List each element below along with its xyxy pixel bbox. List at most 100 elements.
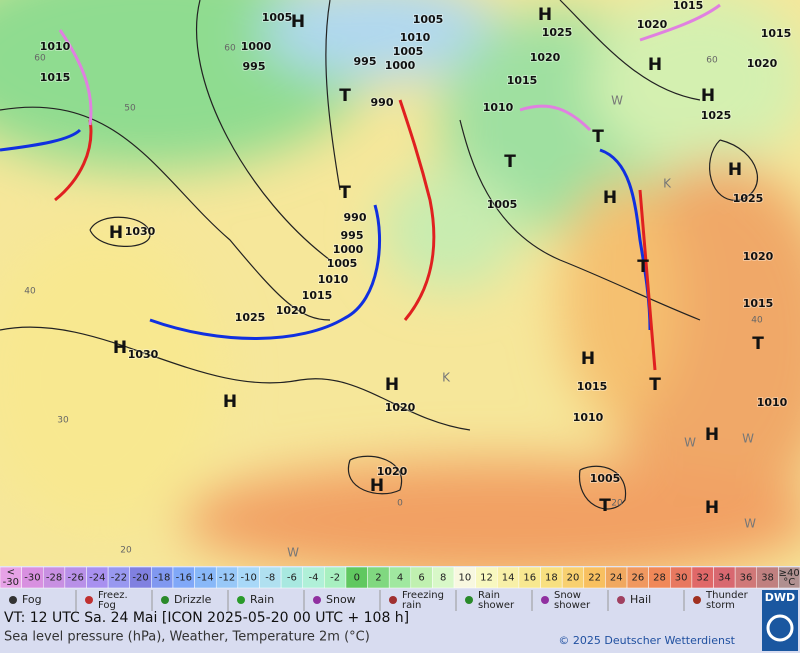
legend-icon bbox=[313, 596, 321, 604]
pressure-center: H bbox=[648, 55, 662, 75]
legend-label: Snow bbox=[326, 593, 356, 606]
scale-label: -8 bbox=[265, 573, 275, 584]
pressure-center: H bbox=[538, 5, 552, 25]
airmass-label: W bbox=[287, 546, 299, 560]
pressure-center: H bbox=[109, 223, 123, 243]
scale-label: -28 bbox=[46, 573, 62, 584]
scale-label: 4 bbox=[397, 573, 403, 584]
legend-icon bbox=[85, 596, 93, 604]
valid-time: VT: 12 UTC Sa. 24 Mai [ICON 2025-05-20 0… bbox=[4, 610, 409, 626]
isotherm-label: 60 bbox=[34, 54, 46, 64]
scale-label: -4 bbox=[309, 573, 319, 584]
scale-label: -16 bbox=[176, 573, 192, 584]
logo-icon bbox=[766, 614, 794, 642]
scale-label: 24 bbox=[610, 573, 623, 584]
pressure-label: 1000 bbox=[385, 59, 416, 72]
description: Sea level pressure (hPa), Weather, Tempe… bbox=[4, 630, 370, 645]
pressure-center: H bbox=[113, 338, 127, 358]
scale-label: -6 bbox=[287, 573, 297, 584]
pressure-label: 1025 bbox=[542, 26, 573, 39]
scale-label: 34 bbox=[718, 573, 731, 584]
legend-label: shower bbox=[554, 600, 591, 611]
scale-label: 2 bbox=[375, 573, 381, 584]
scale-label: 36 bbox=[740, 573, 753, 584]
pressure-center: T bbox=[649, 375, 661, 395]
pressure-label: 990 bbox=[371, 96, 394, 109]
scale-label: -20 bbox=[132, 573, 148, 584]
isotherm-label: 40 bbox=[24, 287, 36, 297]
pressure-label: 1015 bbox=[507, 74, 538, 87]
legend-label: Thunder bbox=[705, 590, 749, 601]
copyright: © 2025 Deutscher Wetterdienst bbox=[558, 634, 735, 647]
fronts bbox=[0, 3, 721, 371]
pressure-center: H bbox=[728, 160, 742, 180]
pressure-center: H bbox=[223, 392, 237, 412]
airmass-label: W bbox=[684, 436, 696, 450]
legend-icon bbox=[161, 596, 169, 604]
pressure-label: 1020 bbox=[637, 18, 668, 31]
pressure-label: 1020 bbox=[743, 250, 774, 263]
pressure-label: 1020 bbox=[530, 51, 561, 64]
pressure-center: H bbox=[701, 86, 715, 106]
isobars bbox=[0, 0, 758, 510]
scale-label: 30 bbox=[675, 573, 688, 584]
legend-icon bbox=[617, 596, 625, 604]
scale-label: -30 bbox=[24, 573, 40, 584]
scale-label: -18 bbox=[154, 573, 170, 584]
pressure-label: 1015 bbox=[577, 380, 608, 393]
isotherm-labels: 60 60 50 40 30 20 40 0 20 60 bbox=[24, 44, 763, 556]
scale-label: 10 bbox=[458, 573, 471, 584]
legend-icon bbox=[465, 596, 473, 604]
pressure-center: H bbox=[370, 476, 384, 496]
pressure-label: 1020 bbox=[276, 304, 307, 317]
pressure-center: H bbox=[291, 12, 305, 32]
pressure-label: 1005 bbox=[393, 45, 424, 58]
airmass-label: W bbox=[744, 517, 756, 531]
weather-legend: Fog Freez.Fog Drizzle Rain Snow FreezingrainR… bbox=[9, 590, 749, 611]
airmass-label: W bbox=[611, 94, 623, 108]
scale-label: 18 bbox=[545, 573, 558, 584]
pressure-label: 1005 bbox=[262, 11, 293, 24]
isotherm-label: 60 bbox=[224, 44, 236, 54]
pressure-label: 1020 bbox=[377, 465, 408, 478]
scale-label: 32 bbox=[696, 573, 709, 584]
pressure-center: T bbox=[339, 183, 351, 203]
pressure-center: T bbox=[339, 86, 351, 106]
pressure-label: 995 bbox=[243, 60, 266, 73]
scale-label: 0 bbox=[354, 573, 360, 584]
legend-icon bbox=[541, 596, 549, 604]
pressure-label: 1025 bbox=[235, 311, 266, 324]
scale-label: -14 bbox=[197, 573, 213, 584]
airmass-label: K bbox=[442, 371, 451, 385]
scale-label: -22 bbox=[111, 573, 127, 584]
pressure-center: T bbox=[599, 496, 611, 516]
pressure-label: 995 bbox=[354, 55, 377, 68]
pressure-label: 990 bbox=[344, 211, 367, 224]
legend-label: storm bbox=[706, 600, 735, 611]
pressure-labels: 1005 1005 1010 1000 995 1010 1005 995 10… bbox=[39, 0, 793, 486]
pressure-center: T bbox=[504, 152, 516, 172]
isotherm-label: 40 bbox=[751, 316, 763, 326]
temperature-field bbox=[0, 0, 800, 580]
pressure-label: 1015 bbox=[40, 71, 71, 84]
scale-label: 12 bbox=[480, 573, 493, 584]
legend-label: Fog bbox=[22, 593, 42, 606]
scale-prefix: < bbox=[7, 567, 15, 578]
scale-label: 22 bbox=[588, 573, 601, 584]
pressure-label: 1015 bbox=[761, 27, 792, 40]
scale-label: 38 bbox=[761, 573, 774, 584]
scale-unit: °C bbox=[783, 577, 795, 588]
pressure-label: 1015 bbox=[673, 0, 704, 12]
temperature-scale: <-30 -30 -28 -26 -24 -22 -20 -18 -16 -14 -12 -10 -8-… bbox=[0, 566, 800, 589]
pressure-label: 1010 bbox=[573, 411, 604, 424]
pressure-label: 1010 bbox=[483, 101, 514, 114]
pressure-center: T bbox=[637, 257, 649, 277]
pressure-center: H bbox=[581, 349, 595, 369]
legend-icon bbox=[9, 596, 17, 604]
scale-label: -30 bbox=[3, 577, 19, 588]
pressure-label: 1025 bbox=[701, 109, 732, 122]
legend-label: Snow bbox=[554, 590, 581, 601]
pressure-label: 1020 bbox=[747, 57, 778, 70]
airmass-label: W bbox=[742, 432, 754, 446]
scale-label: 20 bbox=[567, 573, 580, 584]
